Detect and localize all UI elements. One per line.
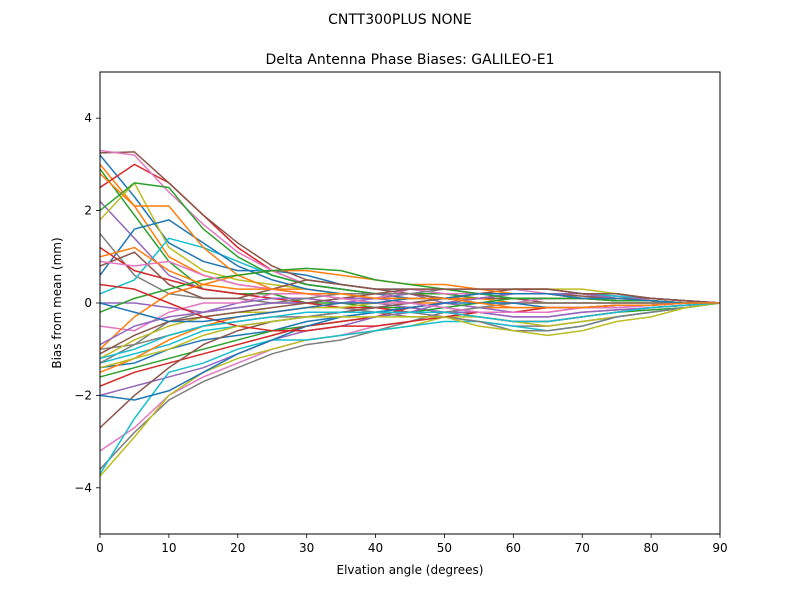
series-line-40 — [99, 302, 721, 360]
x-tick-label: 0 — [96, 541, 104, 555]
x-tick-label: 80 — [643, 541, 658, 555]
y-tick-label: −4 — [74, 481, 92, 495]
series-line-33 — [99, 267, 720, 313]
x-tick-label: 30 — [299, 541, 314, 555]
x-tick-label: 10 — [161, 541, 176, 555]
x-tick-label: 70 — [575, 541, 590, 555]
series-line-39 — [99, 302, 721, 369]
x-axis: 0 10 20 30 40 50 60 70 80 90 — [96, 534, 728, 555]
x-tick-label: 20 — [230, 541, 245, 555]
y-tick-label: 0 — [84, 296, 92, 310]
chart-title: Delta Antenna Phase Biases: GALILEO-E1 — [265, 52, 554, 68]
series-line-36 — [99, 288, 721, 355]
x-tick-label: 60 — [506, 541, 521, 555]
y-axis: −4 −2 0 2 4 — [74, 111, 100, 495]
series-line-42 — [99, 246, 720, 309]
y-tick-label: 2 — [84, 204, 92, 218]
x-tick-label: 40 — [368, 541, 383, 555]
x-axis-label: Elvation angle (degrees) — [337, 563, 484, 577]
series-line-37 — [99, 260, 720, 313]
y-axis-label: Bias from mean (mm) — [50, 237, 64, 368]
x-tick-label: 90 — [712, 541, 727, 555]
y-tick-label: 4 — [84, 111, 92, 125]
figure-suptitle: CNTT300PLUS NONE — [328, 12, 472, 28]
plot-area — [99, 149, 721, 477]
y-tick-label: −2 — [74, 388, 92, 402]
x-tick-label: 50 — [437, 541, 452, 555]
